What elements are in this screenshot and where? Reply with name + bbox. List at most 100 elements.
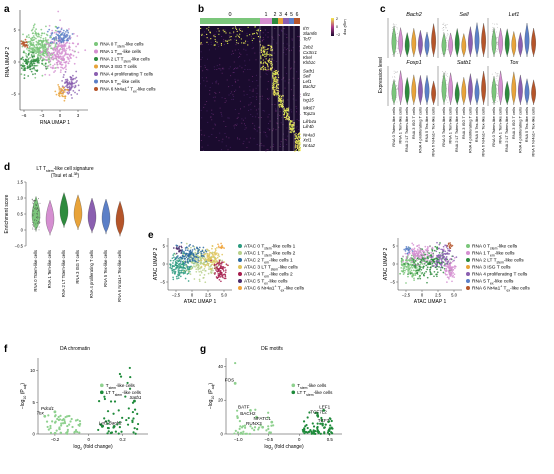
umap-point xyxy=(405,257,408,260)
umap-point xyxy=(208,249,211,252)
umap-point xyxy=(402,260,405,263)
heat-cell-hi xyxy=(277,74,279,76)
jitter-point xyxy=(443,24,444,25)
umap-point xyxy=(58,48,61,51)
heat-cell xyxy=(258,108,260,110)
umap-point xyxy=(52,64,54,67)
umap-point xyxy=(23,69,26,72)
heat-cell xyxy=(231,85,233,86)
violin xyxy=(481,70,486,106)
data-point xyxy=(131,410,134,414)
umap-point xyxy=(35,52,37,54)
heat-cell xyxy=(292,77,294,79)
heat-cell-hi xyxy=(267,68,269,70)
x-category-label: RNA 5 Tex-like cells xyxy=(524,107,529,142)
heat-cell-hi xyxy=(265,52,267,54)
heat-cell-hi xyxy=(298,144,300,146)
heat-cell-hi xyxy=(271,65,273,67)
umap-point xyxy=(55,93,58,96)
umap-point xyxy=(184,260,187,263)
umap-point xyxy=(41,74,44,77)
heat-cell-hi xyxy=(246,35,248,37)
umap-point xyxy=(209,261,212,264)
heat-cell xyxy=(275,109,277,111)
heat-cell xyxy=(283,146,284,147)
jitter-point xyxy=(442,71,443,72)
umap-point xyxy=(442,253,445,256)
umap-point xyxy=(50,53,53,55)
heat-cell xyxy=(265,134,267,136)
heat-cell xyxy=(200,140,202,141)
jitter-point xyxy=(37,222,39,224)
heat-cell xyxy=(292,119,294,121)
heat-cell-hi xyxy=(263,61,265,63)
umap-point xyxy=(42,52,44,54)
legend-swatch xyxy=(466,265,470,269)
umap-point xyxy=(210,269,213,272)
heat-cell-hi xyxy=(268,60,270,62)
heat-cell-hi xyxy=(295,144,297,146)
data-point xyxy=(53,432,56,435)
heat-cell xyxy=(228,137,230,139)
heat-cell-hi xyxy=(200,43,202,45)
heat-cell-hi xyxy=(263,53,265,55)
umap-point xyxy=(413,264,416,267)
umap-point xyxy=(22,62,24,65)
heat-cell-hi xyxy=(295,140,297,142)
heat-cell xyxy=(290,68,291,70)
jitter-point xyxy=(393,73,395,74)
jitter-point xyxy=(447,76,449,78)
umap-point xyxy=(431,252,434,255)
jitter-point xyxy=(395,24,397,26)
heat-cell-hi xyxy=(264,62,266,64)
umap-point xyxy=(67,39,69,42)
umap-point xyxy=(69,46,71,49)
umap-point xyxy=(184,249,187,251)
x-axis-label: ATAC UMAP 1 xyxy=(414,299,447,305)
umap-point xyxy=(50,54,52,57)
umap-point xyxy=(65,64,67,67)
heat-cell xyxy=(215,93,217,94)
heat-cell xyxy=(253,138,255,140)
umap-point xyxy=(173,256,175,259)
umap-point xyxy=(426,249,429,252)
umap-point xyxy=(33,62,36,65)
umap-point xyxy=(59,71,62,73)
heat-cell xyxy=(262,68,264,70)
heat-cell xyxy=(295,106,297,108)
jitter-point xyxy=(392,54,393,56)
heat-cell-hi xyxy=(251,39,253,41)
heat-cell-hi xyxy=(284,112,286,114)
umap-point xyxy=(435,250,438,253)
heat-cell xyxy=(284,67,286,69)
heat-cell xyxy=(243,106,245,108)
umap-point xyxy=(442,257,444,259)
umap-point xyxy=(450,269,452,272)
gene-label: Slamf6 xyxy=(303,31,317,36)
jitter-point xyxy=(495,73,497,75)
data-point xyxy=(306,426,309,430)
umap-point xyxy=(420,260,423,263)
heat-cell-hi xyxy=(295,149,297,151)
heat-cell-hi xyxy=(300,142,302,144)
legend-swatch xyxy=(100,383,104,388)
legend-swatch xyxy=(94,79,98,84)
gene-title: Lef1 xyxy=(509,12,520,18)
umap-point xyxy=(41,32,43,35)
heat-cell xyxy=(286,144,288,145)
heat-cell xyxy=(267,32,269,33)
heat-cell xyxy=(254,125,256,127)
data-point xyxy=(128,366,131,370)
heat-cell xyxy=(249,97,251,98)
umap-point xyxy=(63,74,65,76)
heat-cell xyxy=(242,119,244,121)
umap-point xyxy=(421,248,424,251)
heat-cell-hi xyxy=(281,97,283,99)
umap-point xyxy=(21,42,24,45)
heat-cell-hi xyxy=(272,87,274,89)
heat-cell xyxy=(202,150,204,151)
heat-cell-hi xyxy=(270,67,272,69)
jitter-point xyxy=(32,200,34,202)
umap-point xyxy=(192,257,195,259)
heat-cell xyxy=(283,28,285,29)
